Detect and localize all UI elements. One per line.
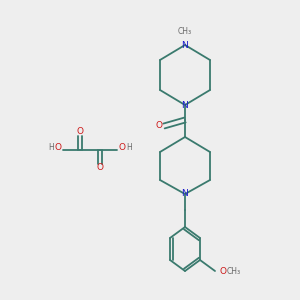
Text: H: H [126,143,132,152]
Text: O: O [76,128,83,136]
Text: N: N [182,40,188,50]
Text: CH₃: CH₃ [227,266,241,275]
Text: O: O [155,122,163,130]
Text: N: N [182,100,188,109]
Text: O: O [219,266,226,275]
Text: N: N [182,190,188,199]
Text: CH₃: CH₃ [178,28,192,37]
Text: O: O [118,143,125,152]
Text: H: H [48,143,54,152]
Text: O: O [97,164,104,172]
Text: O: O [55,143,62,152]
